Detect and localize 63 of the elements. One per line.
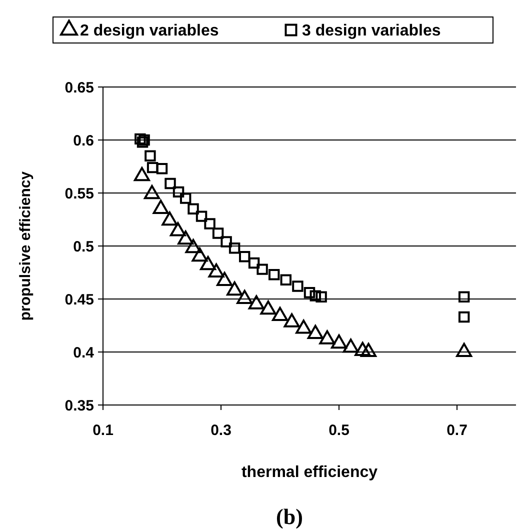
point <box>238 250 250 262</box>
x-tick-label: 0.1 <box>92 422 114 439</box>
point <box>226 281 243 296</box>
point <box>354 342 371 356</box>
point <box>319 330 336 344</box>
point <box>188 203 199 215</box>
point <box>172 186 184 198</box>
point <box>208 263 224 278</box>
point <box>138 134 150 146</box>
point <box>260 300 276 315</box>
point <box>256 264 268 275</box>
point <box>248 257 260 269</box>
point <box>458 291 470 302</box>
point <box>284 313 300 328</box>
point <box>220 236 232 248</box>
point <box>134 133 146 145</box>
point <box>248 295 264 310</box>
point <box>307 324 324 340</box>
point <box>236 290 253 304</box>
y-tick-label: 0.35 <box>64 397 94 414</box>
point <box>292 280 304 292</box>
x-tick-label: 0.7 <box>446 422 468 439</box>
legend-label: 2 design variables <box>80 22 219 40</box>
point <box>216 272 233 286</box>
point <box>180 192 192 204</box>
point <box>136 136 148 148</box>
y-axis-title: propulsive efficiency <box>17 170 34 321</box>
x-axis-title: thermal efficiency <box>241 464 378 481</box>
y-tick-label: 0.5 <box>73 238 94 256</box>
point <box>196 210 208 222</box>
point <box>164 178 176 190</box>
y-tick-label: 0.4 <box>73 344 95 362</box>
point <box>178 230 194 245</box>
point <box>156 163 168 174</box>
x-tick-label: 0.3 <box>210 422 232 439</box>
x-tick-label: 0.5 <box>328 422 350 439</box>
point <box>204 218 216 230</box>
point <box>310 290 322 302</box>
y-tick-label: 0.55 <box>64 185 94 202</box>
point <box>200 256 216 270</box>
point <box>456 342 472 358</box>
point <box>360 342 377 358</box>
point <box>192 248 208 262</box>
point <box>228 242 240 254</box>
legend-label: 3 design variables <box>302 22 441 40</box>
point <box>185 239 202 254</box>
point <box>272 306 288 322</box>
point <box>296 320 312 334</box>
point <box>342 338 359 353</box>
text: (b) <box>276 504 303 529</box>
point <box>170 222 186 236</box>
point <box>330 334 348 349</box>
point <box>458 311 470 323</box>
point <box>144 150 156 162</box>
point <box>212 228 224 239</box>
point <box>316 291 327 302</box>
point <box>146 162 158 174</box>
point <box>280 274 292 286</box>
y-tick-label: 0.45 <box>64 291 94 308</box>
y-tick-label: 0.6 <box>73 132 94 150</box>
point <box>268 269 280 280</box>
point <box>304 287 316 298</box>
y-tick-label: 0.65 <box>64 79 94 96</box>
